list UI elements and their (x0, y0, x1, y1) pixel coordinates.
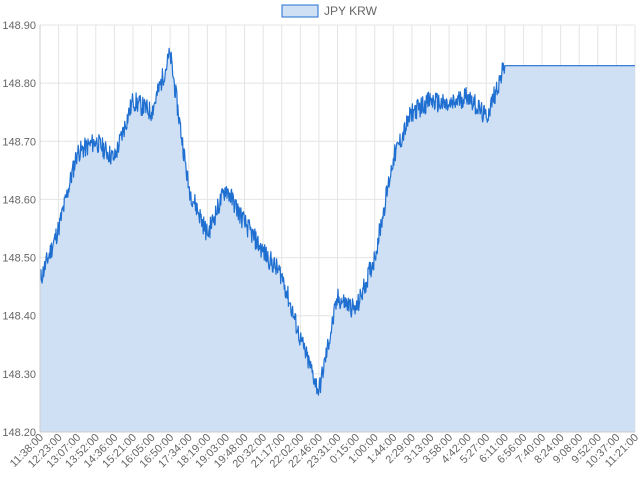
data-point (448, 105, 450, 107)
legend-swatch (281, 4, 319, 18)
data-point (336, 297, 338, 299)
data-point (318, 390, 320, 392)
data-point (95, 140, 97, 142)
data-point (188, 187, 190, 189)
data-point (466, 94, 468, 96)
data-point (634, 65, 636, 67)
legend-label: JPY KRW (324, 4, 378, 18)
y-tick-label: 148.50 (2, 253, 36, 265)
data-point (615, 65, 617, 67)
data-point (57, 227, 59, 229)
data-point (355, 309, 357, 311)
data-point (243, 221, 245, 223)
data-point (225, 187, 227, 189)
data-point (411, 111, 413, 113)
data-point (559, 65, 561, 67)
data-point (299, 338, 301, 340)
y-tick-label: 148.70 (2, 136, 36, 148)
y-tick-label: 148.60 (2, 194, 36, 206)
y-tick-label: 148.90 (2, 20, 36, 32)
legend[interactable]: JPY KRW (281, 4, 378, 18)
data-point (429, 99, 431, 101)
series-line (39, 47, 636, 396)
data-point (281, 274, 283, 276)
axes: 148.90 148.80 148.70 148.60 148.50 148.40 148.… (2, 20, 640, 470)
series-layer (39, 47, 636, 433)
data-point (522, 65, 524, 67)
data-point (206, 233, 208, 235)
data-point (392, 158, 394, 160)
y-tick-label: 148.40 (2, 311, 36, 323)
y-tick-label: 148.80 (2, 78, 36, 90)
data-point (113, 158, 115, 160)
data-point (150, 111, 152, 113)
data-point (132, 99, 134, 101)
data-point (578, 65, 580, 67)
data-point (169, 53, 171, 55)
series-area-fill (40, 48, 635, 433)
data-point (485, 117, 487, 119)
data-point (373, 256, 375, 258)
y-tick-label: 148.20 (2, 427, 36, 439)
data-point (541, 65, 543, 67)
y-tick-label: 148.30 (2, 369, 36, 381)
data-point (597, 65, 599, 67)
data-point (504, 65, 506, 67)
data-point (76, 152, 78, 154)
data-point (262, 251, 264, 253)
